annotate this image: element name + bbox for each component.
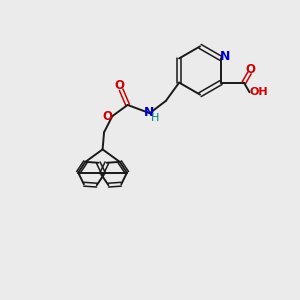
Text: O: O — [103, 110, 112, 123]
Text: H: H — [151, 113, 159, 123]
Text: O: O — [115, 79, 125, 92]
Text: N: N — [220, 50, 231, 64]
Text: N: N — [144, 106, 154, 119]
Text: O: O — [246, 63, 256, 76]
Text: OH: OH — [250, 87, 268, 97]
